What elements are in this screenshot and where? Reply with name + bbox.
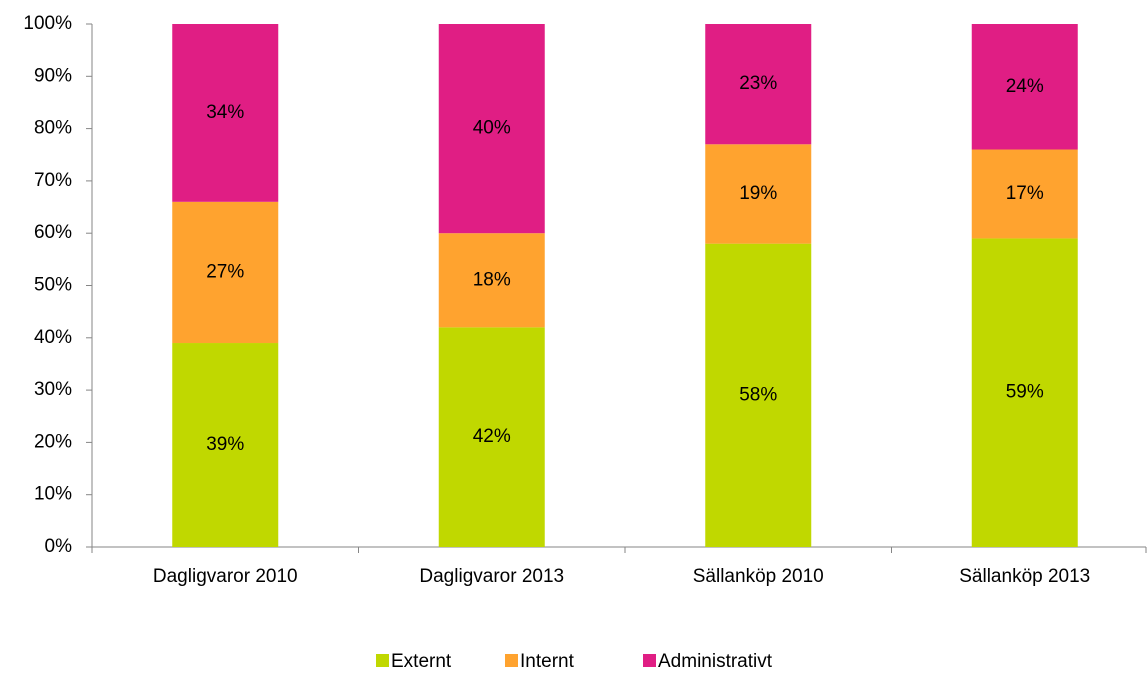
y-tick-label: 20% — [34, 431, 72, 452]
data-label: 34% — [206, 102, 244, 123]
data-label: 40% — [473, 118, 511, 139]
y-tick-label: 100% — [23, 13, 72, 34]
y-tick-label: 70% — [34, 170, 72, 191]
data-label: 27% — [206, 261, 244, 282]
y-tick-label: 50% — [34, 275, 72, 296]
y-tick-label: 80% — [34, 118, 72, 139]
bar-segment — [438, 327, 545, 547]
data-label: 17% — [1006, 183, 1044, 204]
bar-segment — [172, 343, 279, 547]
bar-segment — [971, 149, 1078, 239]
data-label: 59% — [1006, 382, 1044, 403]
legend-swatch — [505, 654, 518, 667]
y-tick-label: 10% — [34, 484, 72, 505]
bar-segment — [971, 238, 1078, 547]
legend-label: Internt — [520, 651, 575, 671]
y-tick-label: 40% — [34, 327, 72, 348]
legend-label: Externt — [391, 651, 452, 671]
legend-label: Administrativt — [658, 651, 773, 671]
x-tick-label: Dagligvaror 2013 — [419, 566, 564, 587]
data-label: 23% — [739, 73, 777, 94]
data-label: 19% — [739, 183, 777, 204]
y-tick-label: 0% — [45, 536, 73, 557]
bar-segment — [172, 24, 279, 202]
y-tick-label: 30% — [34, 379, 72, 400]
data-label: 58% — [739, 384, 777, 405]
data-label: 42% — [473, 426, 511, 447]
data-label: 39% — [206, 434, 244, 455]
legend-swatch — [376, 654, 389, 667]
data-label: 18% — [473, 269, 511, 290]
bar-segment — [705, 243, 812, 547]
bar-segment — [438, 233, 545, 328]
y-tick-label: 90% — [34, 65, 72, 86]
bar-segment — [971, 24, 1078, 150]
bar-segment — [172, 201, 279, 344]
x-tick-label: Sällanköp 2013 — [959, 566, 1090, 587]
data-label: 24% — [1006, 76, 1044, 97]
legend-swatch — [643, 654, 656, 667]
bar-segment — [438, 24, 545, 234]
bar-segment — [705, 24, 812, 145]
x-tick-label: Dagligvaror 2010 — [153, 566, 298, 587]
bar-segment — [705, 144, 812, 244]
y-tick-label: 60% — [34, 222, 72, 243]
x-tick-label: Sällanköp 2010 — [693, 566, 824, 587]
